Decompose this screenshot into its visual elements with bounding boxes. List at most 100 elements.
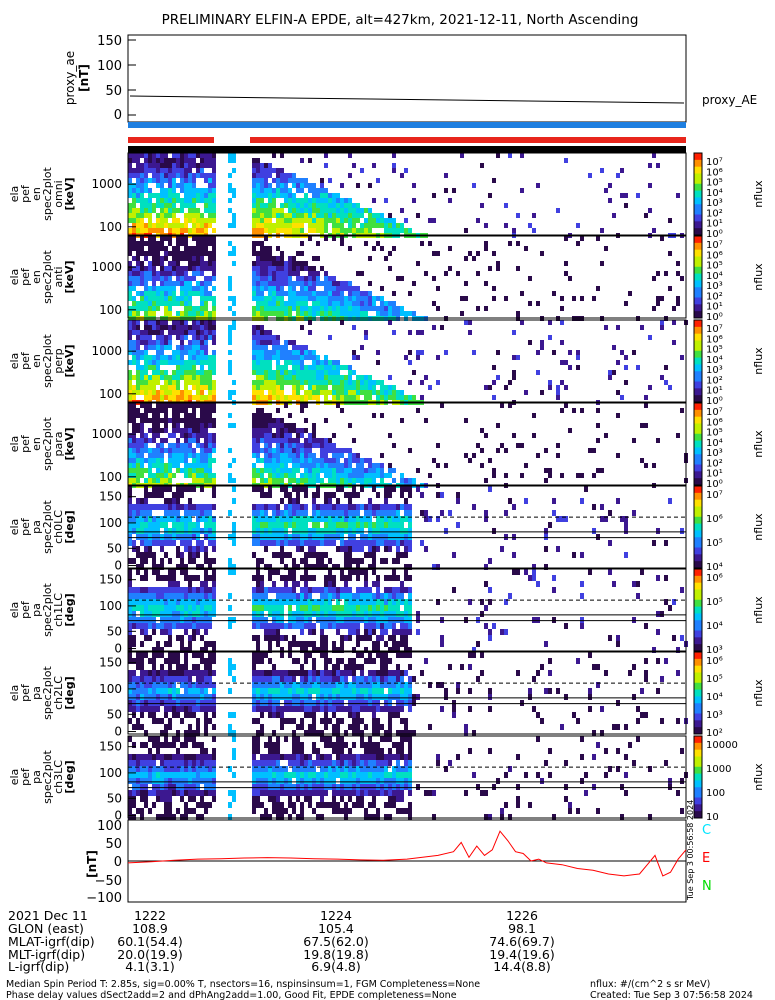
spectrogram-cell [300,647,304,653]
spectrogram-cell [360,611,364,617]
spectrogram-cell [132,706,136,712]
spectrogram-cell [276,223,280,228]
spectrogram-cell [140,261,144,266]
spectrogram-cell [300,350,304,355]
spectrogram-cell [372,306,376,311]
spectrogram-cell [168,473,172,478]
spectrogram-cell [312,188,316,193]
spectrogram-cell [348,448,352,453]
spectrogram-cell [164,587,168,593]
spectrogram-cell [140,516,144,522]
spectrogram-cell [332,193,336,198]
spectrogram-cell [132,593,136,599]
spectrogram-cell [332,611,336,617]
spectrogram-cell [188,428,192,433]
spectrogram-cell [432,564,436,570]
colorbar-segment [694,457,702,462]
spectrogram-cell [168,330,172,335]
spectrogram-cell [164,552,168,558]
spectrogram-cell [380,395,384,400]
spectrogram-cell [256,365,260,370]
spectrogram-cell [212,390,216,395]
spectrogram-cell [484,478,488,483]
spectrogram-cell [136,345,140,350]
spectrogram-cell [272,528,276,534]
spectrogram-cell [260,325,264,330]
spectrogram-cell [260,271,264,276]
colorbar-segment [694,256,702,261]
spectrogram-cell [292,593,296,599]
spectrogram-cell [264,492,268,498]
spectrogram-cell [136,178,140,183]
spectrogram-cell [140,468,144,473]
spectrogram-cell [272,611,276,617]
spectrogram-cell [260,468,264,473]
spectrogram-cell [520,188,524,193]
spectrogram-cell [212,385,216,390]
spectrogram-cell [364,311,368,316]
spectrogram-cell [364,647,368,653]
spectrogram-cell [128,246,132,251]
spectrogram-cell [180,173,184,178]
spectrogram-cell [516,569,520,575]
spectrogram-cell [228,296,232,301]
spectrogram-cell [376,647,380,653]
spectrogram-cell [364,516,368,522]
spectrogram-cell [484,223,488,228]
spectrogram-cell [180,458,184,463]
spectrogram-cell [344,468,348,473]
spectrogram-cell [300,448,304,453]
spectrogram-cell [308,453,312,458]
spectrogram-cell [148,168,152,173]
spectrogram-cell [284,423,288,428]
spectrogram-cell [176,301,180,306]
spectrogram-cell [160,385,164,390]
spectrogram-cell [164,498,168,504]
spectrogram-cell [560,473,564,478]
spectrogram-cell [300,510,304,516]
spectrogram-cell [316,438,320,443]
spectrogram-cell [304,617,308,623]
spectrogram-cell [140,266,144,271]
spectrogram-cell [532,228,536,233]
spectrogram-cell [132,340,136,345]
spectrogram-cell [232,223,236,228]
spectrogram-cell [212,178,216,183]
spectrogram-cell [624,301,628,306]
spectrogram-cell [304,428,308,433]
spectrogram-cell [148,516,152,522]
spectrogram-cell [156,448,160,453]
spectrogram-cell [444,350,448,355]
colorbar-segment [694,637,702,642]
spectrogram-cell [180,418,184,423]
spectrogram-cell [380,473,384,478]
spectrogram-cell [604,246,608,251]
spectrogram-cell [256,611,260,617]
spectrogram-cell [340,408,344,413]
spectrogram-cell [396,510,400,516]
spectrogram-cell [172,498,176,504]
spectrogram-cell [380,617,384,623]
spectrogram-cell [496,375,500,380]
spectrogram-cell [156,246,160,251]
spectrogram-cell [344,463,348,468]
spectrogram-cell [616,360,620,365]
spectrogram-cell [204,340,208,345]
spectrogram-cell [212,395,216,400]
spectrogram-cell [536,617,540,623]
spectrogram-cell [136,168,140,173]
spectrogram-cell [128,540,132,546]
spectrogram-cell [384,492,388,498]
spectrogram-cell [408,510,412,516]
spectrogram-cell [200,458,204,463]
spectrogram-cell [208,564,212,570]
colorbar-segment [694,420,702,424]
spectrogram-cell [228,534,232,540]
spectrogram-cell [364,335,368,340]
spectrogram-cell [512,355,516,360]
spectrogram-cell [264,546,268,552]
spectrogram-cell [136,330,140,335]
spectrogram-cell [148,528,152,534]
spectrogram-cell [140,423,144,428]
spectrogram-cell [204,443,208,448]
